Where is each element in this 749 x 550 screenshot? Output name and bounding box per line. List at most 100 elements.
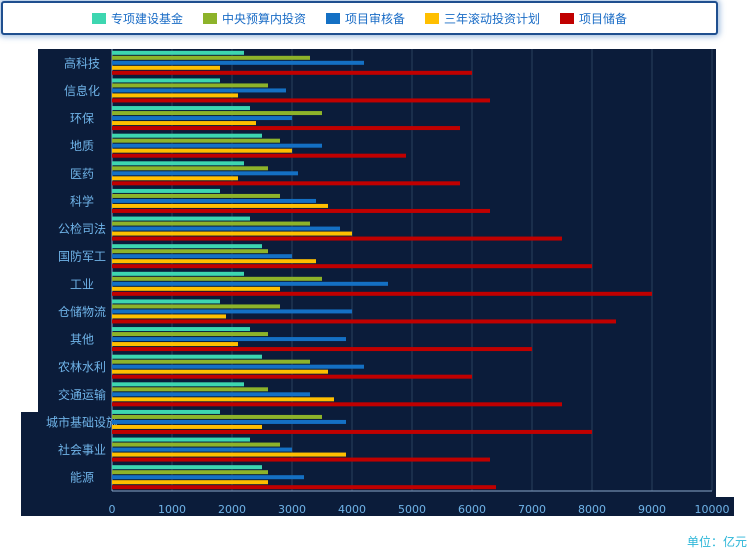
legend-label: 项目审核备	[344, 11, 405, 26]
x-tick-label: 2000	[218, 503, 246, 516]
bar	[112, 276, 322, 281]
bar	[112, 402, 562, 407]
bar	[112, 259, 316, 264]
bar	[112, 347, 532, 352]
x-tick-label: 0	[109, 503, 116, 516]
bar	[112, 198, 316, 203]
bar	[112, 327, 250, 332]
bar	[112, 429, 592, 434]
bar	[112, 133, 262, 138]
bar	[112, 188, 220, 193]
bar	[112, 369, 328, 374]
bar	[112, 465, 262, 470]
bar	[112, 304, 280, 309]
bar	[112, 231, 352, 236]
bar	[112, 309, 352, 314]
category-label: 地质	[70, 139, 94, 153]
x-tick-label: 9000	[638, 503, 666, 516]
bar	[112, 161, 244, 166]
category-label: 农林水利	[58, 360, 106, 374]
legend-box: 专项建设基金 中央预算内投资 项目审核备 三年滚动投资计划 项目储备	[1, 1, 718, 35]
bar	[112, 291, 652, 296]
bar	[112, 264, 592, 269]
x-tick-label: 5000	[398, 503, 426, 516]
bar	[112, 397, 334, 402]
bar	[112, 153, 406, 158]
x-tick-label: 1000	[158, 503, 186, 516]
legend-item[interactable]: 中央预算内投资	[202, 10, 306, 27]
x-tick-label: 6000	[458, 503, 486, 516]
bar	[112, 236, 562, 241]
category-label: 仓储物流	[58, 304, 106, 319]
bar	[112, 216, 250, 221]
legend-item[interactable]: 项目储备	[560, 10, 627, 27]
legend-swatch	[91, 12, 106, 24]
bar	[112, 480, 268, 485]
bar	[112, 249, 268, 254]
bar	[112, 414, 322, 419]
bar	[112, 354, 262, 359]
x-tick-label: 8000	[578, 503, 606, 516]
bar	[112, 55, 310, 60]
bar	[112, 392, 310, 397]
category-label: 科学	[70, 193, 94, 208]
bar	[112, 70, 472, 75]
legend-item[interactable]: 项目审核备	[325, 10, 405, 27]
legend-label: 项目储备	[579, 11, 628, 26]
bar	[112, 387, 268, 392]
bar	[112, 166, 268, 171]
bar	[112, 424, 262, 429]
bar	[112, 93, 238, 98]
bar	[112, 226, 340, 231]
category-label: 国防军工	[58, 249, 106, 264]
bar	[112, 271, 244, 276]
bar	[112, 485, 496, 490]
legend-item[interactable]: 三年滚动投资计划	[425, 10, 540, 27]
category-label: 其他	[70, 333, 94, 347]
category-label: 信息化	[64, 83, 100, 98]
bar	[112, 332, 268, 337]
bar	[112, 65, 220, 70]
bar	[112, 319, 616, 324]
bar	[112, 106, 250, 111]
bar	[112, 281, 388, 286]
category-label: 城市基础设施	[46, 414, 118, 429]
bar	[112, 299, 220, 304]
bar	[112, 208, 490, 213]
bar	[112, 409, 220, 414]
bar	[112, 442, 280, 447]
bar	[112, 244, 262, 249]
legend-item[interactable]: 专项建设基金	[91, 10, 183, 27]
x-tick-label: 10000	[695, 503, 730, 516]
bar	[112, 314, 226, 319]
bar	[112, 88, 286, 93]
x-tick-label: 7000	[518, 503, 546, 516]
bar	[112, 181, 460, 186]
bar	[112, 382, 244, 387]
bar	[112, 60, 364, 65]
bar	[112, 78, 220, 83]
bar	[112, 116, 292, 121]
bar	[112, 470, 268, 475]
x-tick-label: 3000	[278, 503, 306, 516]
bar	[112, 193, 280, 198]
bar	[112, 374, 472, 379]
bar	[112, 254, 292, 259]
bar	[112, 437, 250, 442]
bar	[112, 98, 490, 103]
bar	[112, 447, 292, 452]
bar	[112, 221, 310, 226]
legend-label: 中央预算内投资	[221, 11, 306, 26]
bar	[112, 83, 268, 88]
legend-swatch	[425, 12, 439, 24]
category-label: 高科技	[64, 55, 100, 70]
bar	[112, 143, 322, 148]
bar	[112, 359, 310, 364]
bar	[112, 138, 280, 143]
category-label: 公检司法	[58, 221, 106, 236]
legend-swatch	[202, 12, 217, 24]
category-label: 能源	[70, 471, 94, 485]
legend-swatch	[560, 12, 575, 24]
bar	[112, 452, 346, 457]
category-label: 工业	[70, 277, 94, 291]
